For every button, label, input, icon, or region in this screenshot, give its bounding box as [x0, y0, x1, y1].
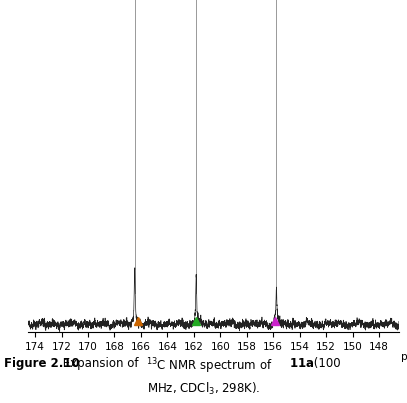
Text: Figure 2.10: Figure 2.10	[4, 357, 80, 370]
Text: p: p	[401, 352, 407, 362]
Text: MHz, CDCl$_3$, 298K).: MHz, CDCl$_3$, 298K).	[147, 381, 260, 397]
Text: (100: (100	[310, 357, 341, 370]
Text: Expansion of: Expansion of	[59, 357, 142, 370]
Text: $^{13}$C NMR spectrum of: $^{13}$C NMR spectrum of	[146, 357, 272, 376]
Text: $\mathbf{11a}$: $\mathbf{11a}$	[289, 357, 314, 370]
